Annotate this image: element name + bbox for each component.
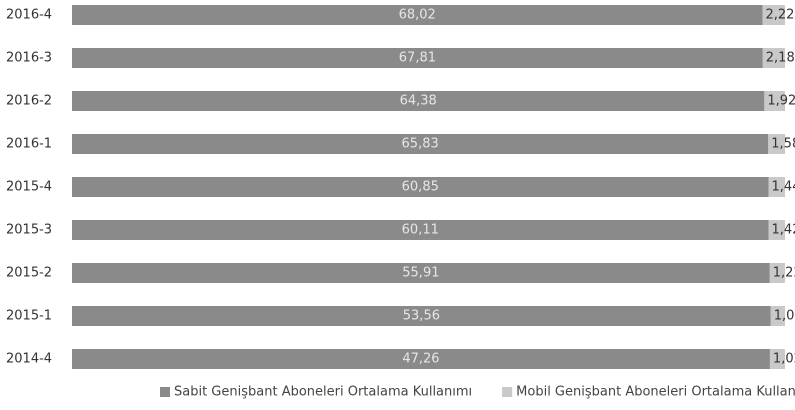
category-label: 2016-1 bbox=[6, 137, 52, 152]
value-label: 64,38 bbox=[400, 94, 437, 109]
category-label: 2015-2 bbox=[6, 266, 52, 281]
bar-segment bbox=[769, 263, 785, 283]
bar-segment bbox=[769, 349, 785, 369]
value-label: 67,81 bbox=[399, 51, 436, 66]
category-label: 2016-3 bbox=[6, 51, 52, 66]
value-label: 47,26 bbox=[402, 352, 439, 367]
bar-segment bbox=[768, 134, 785, 154]
bar-segment bbox=[72, 134, 769, 154]
value-label: 55,91 bbox=[402, 266, 439, 281]
bar-segment bbox=[770, 306, 785, 326]
legend-swatch bbox=[502, 387, 513, 397]
legend-label: Mobil Genişbant Aboneleri Ortalama Kulla… bbox=[516, 385, 795, 400]
category-label: 2014-4 bbox=[6, 352, 52, 367]
legend-swatch bbox=[160, 387, 170, 397]
value-label: 1,92 bbox=[767, 94, 795, 109]
category-label: 2015-3 bbox=[6, 223, 52, 238]
value-label: 1,42 bbox=[772, 223, 795, 238]
category-label: 2016-2 bbox=[6, 94, 52, 109]
bar-segment bbox=[72, 306, 771, 326]
value-label: 65,83 bbox=[402, 137, 439, 152]
bar-segment bbox=[768, 177, 785, 197]
bar-segment bbox=[762, 5, 785, 25]
value-label: 60,11 bbox=[402, 223, 439, 238]
legend-label: Sabit Genişbant Aboneleri Ortalama Kulla… bbox=[174, 385, 472, 400]
value-label: 2,18 bbox=[766, 51, 795, 66]
bar-segment bbox=[768, 220, 785, 240]
bar-segment bbox=[72, 5, 763, 25]
value-label: 68,02 bbox=[399, 8, 436, 23]
value-label: 53,56 bbox=[403, 309, 440, 324]
value-label: 1,58 bbox=[771, 137, 795, 152]
value-label: 1,02 bbox=[773, 352, 795, 367]
value-label: 60,85 bbox=[402, 180, 439, 195]
category-label: 2015-4 bbox=[6, 180, 52, 195]
bar-segment bbox=[762, 48, 785, 68]
bar-segment bbox=[72, 263, 770, 283]
value-label: 1,44 bbox=[772, 180, 795, 195]
bar-segment bbox=[72, 220, 769, 240]
value-label: 2,22 bbox=[765, 8, 794, 23]
bar-segment bbox=[764, 91, 785, 111]
value-label: 1,22 bbox=[773, 266, 795, 281]
bar-segment bbox=[72, 177, 769, 197]
category-label: 2015-1 bbox=[6, 309, 52, 324]
bar-segment bbox=[72, 349, 770, 369]
value-label: 1,09 bbox=[774, 309, 795, 324]
bar-segment bbox=[72, 91, 765, 111]
category-label: 2016-4 bbox=[6, 8, 52, 23]
bar-segment bbox=[72, 48, 763, 68]
